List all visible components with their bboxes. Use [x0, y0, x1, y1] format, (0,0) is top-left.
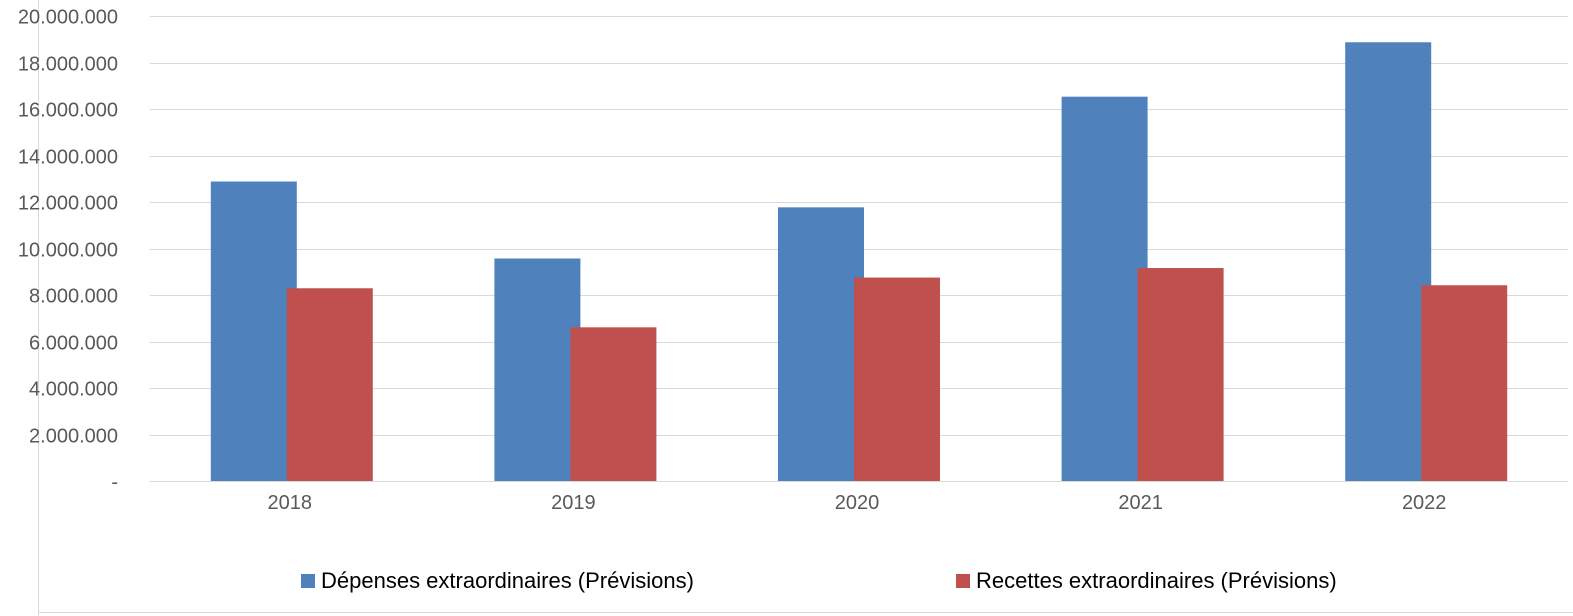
y-tick-label: 4.000.000	[29, 379, 118, 401]
bar-recettes-2019	[570, 327, 657, 481]
y-tick-label: -	[111, 472, 118, 494]
y-tick-label: 2.000.000	[29, 426, 118, 448]
legend-swatch-recettes	[956, 574, 970, 588]
y-tick-label: 6.000.000	[29, 333, 118, 355]
bars	[210, 42, 1508, 482]
x-axis-tick-labels: 2018 2019 2020 2021 2022	[268, 492, 1447, 514]
bar-recettes-2021	[1137, 268, 1224, 481]
legend-label-depenses: Dépenses extraordinaires (Prévisions)	[321, 568, 694, 593]
x-tick-label: 2022	[1402, 492, 1447, 514]
x-tick-label: 2018	[268, 492, 313, 514]
y-tick-label: 14.000.000	[18, 147, 118, 169]
y-tick-label: 18.000.000	[18, 54, 118, 76]
bar-depenses-2022	[1345, 42, 1432, 482]
y-tick-label: 8.000.000	[29, 286, 118, 308]
legend-label-recettes: Recettes extraordinaires (Prévisions)	[976, 568, 1337, 593]
bar-recettes-2018	[286, 288, 373, 481]
legend: Dépenses extraordinaires (Prévisions) Re…	[0, 563, 1573, 599]
bar-depenses-2019	[494, 258, 581, 481]
y-tick-label: 16.000.000	[18, 100, 118, 122]
y-tick-label: 12.000.000	[18, 193, 118, 215]
legend-item-depenses: Dépenses extraordinaires (Prévisions)	[301, 568, 694, 594]
bar-recettes-2022	[1421, 285, 1508, 481]
bar-depenses-2021	[1061, 96, 1148, 482]
legend-item-recettes: Recettes extraordinaires (Prévisions)	[956, 568, 1337, 594]
bar-depenses-2018	[210, 181, 297, 482]
y-tick-label: 20.000.000	[18, 7, 118, 29]
bar-recettes-2020	[854, 277, 940, 481]
y-axis-tick-labels: - 2.000.000 4.000.000 6.000.000 8.000.000 10.…	[18, 7, 118, 494]
bar-depenses-2020	[778, 207, 864, 481]
legend-swatch-depenses	[301, 574, 315, 588]
x-tick-label: 2019	[551, 492, 596, 514]
x-tick-label: 2021	[1118, 492, 1163, 514]
chart-frame	[38, 0, 1573, 616]
x-tick-label: 2020	[835, 492, 880, 514]
y-tick-label: 10.000.000	[18, 240, 118, 262]
